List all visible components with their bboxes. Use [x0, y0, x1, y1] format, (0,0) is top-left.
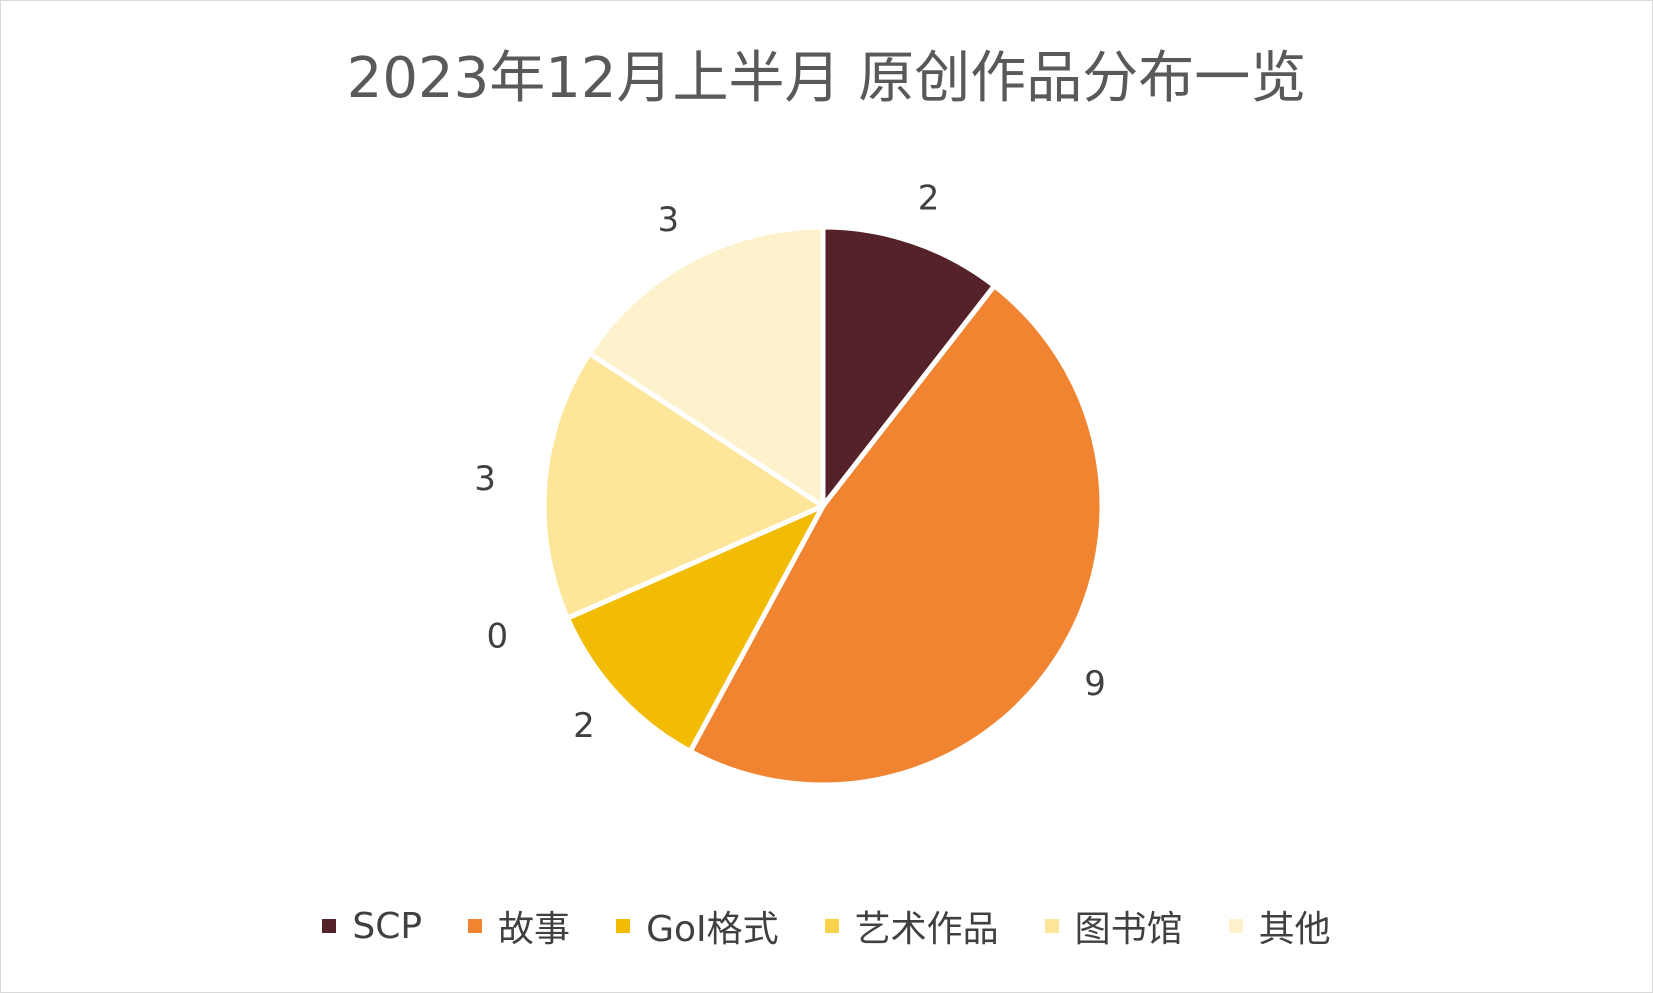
legend-swatch — [468, 919, 483, 933]
data-label-2: 9 — [1084, 664, 1106, 704]
legend-label: 艺术作品 — [854, 909, 999, 950]
legend-label: 图书馆 — [1074, 909, 1183, 950]
legend-label: 故事 — [498, 909, 571, 950]
legend-label: SCP — [352, 905, 423, 947]
data-label-3: 2 — [573, 706, 595, 746]
pie-slice-6 — [586, 224, 826, 509]
legend-swatch — [824, 919, 839, 933]
data-label-6: 3 — [657, 200, 679, 240]
legend-item-1: SCP — [322, 906, 422, 947]
chart-legend: SCP 故事 GoI格式 艺术作品 图书馆 其他 — [1, 896, 1652, 956]
pie-slice-2 — [687, 283, 1105, 788]
legend-item-5: 图书馆 — [1044, 900, 1183, 952]
legend-swatch — [322, 919, 337, 933]
legend-swatch — [1228, 919, 1243, 933]
legend-item-2: 故事 — [468, 900, 570, 952]
legend-item-3: GoI格式 — [616, 900, 779, 952]
legend-item-4: 艺术作品 — [824, 900, 999, 952]
legend-swatch — [1044, 919, 1059, 933]
pie-slice-1 — [820, 224, 997, 509]
legend-label: 其他 — [1258, 909, 1331, 950]
data-label-5: 3 — [474, 459, 496, 499]
data-label-1: 2 — [918, 179, 940, 219]
pie-slice-3 — [564, 503, 826, 754]
data-label-4: 0 — [487, 617, 509, 657]
legend-item-6: 其他 — [1228, 900, 1331, 952]
pie-slice-5 — [541, 350, 826, 621]
legend-swatch — [616, 919, 631, 933]
legend-label: GoI格式 — [646, 909, 779, 950]
chart-title: 2023年12月上半月 原创作品分布一览 — [346, 46, 1307, 111]
